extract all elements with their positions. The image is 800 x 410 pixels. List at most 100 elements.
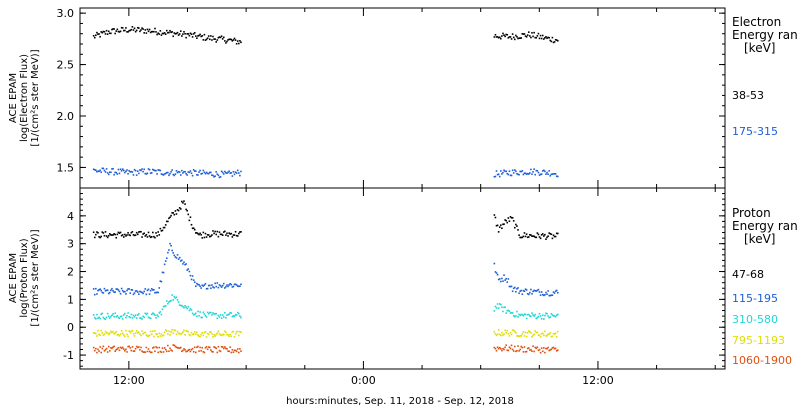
proton-data-point xyxy=(168,301,170,303)
proton-data-point xyxy=(154,236,156,239)
proton-data-point xyxy=(165,257,168,260)
proton-data-point xyxy=(148,317,151,319)
electron-data-point xyxy=(168,31,170,34)
proton-data-point xyxy=(545,347,547,350)
electron-data-point xyxy=(92,35,95,37)
proton-data-point xyxy=(192,333,195,335)
proton-data-point xyxy=(493,214,496,216)
proton-data-point xyxy=(163,347,166,349)
proton-data-point xyxy=(158,346,161,349)
proton-data-point xyxy=(154,350,156,353)
proton-data-point xyxy=(495,272,498,274)
proton-data-point xyxy=(172,212,175,214)
proton-data-point xyxy=(132,234,135,236)
proton-data-point xyxy=(513,226,516,229)
proton-data-point xyxy=(553,333,556,335)
proton-data-point xyxy=(105,235,108,237)
proton-data-point xyxy=(170,214,172,217)
proton-data-point xyxy=(538,236,541,238)
proton-data-point xyxy=(225,285,227,288)
proton-data-point xyxy=(176,209,179,211)
proton-data-point xyxy=(104,330,107,333)
proton-data-point xyxy=(178,304,181,307)
proton-data-point xyxy=(205,236,208,238)
proton-data-point xyxy=(215,233,218,236)
electron-data-point xyxy=(93,36,96,39)
proton-data-point xyxy=(129,316,132,319)
electron-data-point xyxy=(207,172,210,175)
electron-data-point xyxy=(171,31,173,33)
proton-data-point xyxy=(101,347,104,350)
proton-data-point xyxy=(160,333,163,335)
proton-data-point xyxy=(210,311,212,314)
proton-data-point xyxy=(99,317,101,320)
electron-data-point xyxy=(544,170,546,173)
proton-data-point xyxy=(201,237,204,239)
proton-data-point xyxy=(527,236,530,238)
proton-data-point xyxy=(513,315,516,318)
electron-data-point xyxy=(117,168,120,171)
proton-data-point xyxy=(193,346,196,349)
electron-data-point xyxy=(116,28,119,31)
electron-data-point xyxy=(157,32,159,35)
proton-data-point xyxy=(93,316,96,319)
proton-data-point xyxy=(120,315,123,318)
electron-plot-frame xyxy=(79,7,726,189)
proton-data-points xyxy=(92,200,559,354)
proton-data-point xyxy=(98,288,100,291)
proton-data-point xyxy=(520,289,523,292)
proton-data-point xyxy=(495,334,498,337)
electron-data-point xyxy=(519,37,521,39)
proton-data-point xyxy=(535,347,538,350)
electron-data-point xyxy=(511,169,514,172)
electron-data-point xyxy=(519,170,521,173)
proton-data-point xyxy=(510,311,513,314)
proton-data-point xyxy=(126,289,128,292)
electron-data-point xyxy=(111,168,113,170)
proton-data-point xyxy=(163,263,166,266)
proton-data-point xyxy=(149,317,152,320)
electron-data-point xyxy=(183,31,185,33)
proton-data-point xyxy=(226,284,228,286)
proton-data-point xyxy=(507,309,510,312)
proton-data-point xyxy=(109,317,111,319)
electron-data-point xyxy=(126,31,128,33)
proton-data-point xyxy=(537,233,540,236)
proton-data-point xyxy=(545,335,547,337)
electron-data-point xyxy=(102,167,105,170)
proton-data-point xyxy=(174,256,177,258)
electron-data-point xyxy=(109,171,111,173)
proton-data-point xyxy=(99,236,101,239)
proton-data-point xyxy=(171,328,173,331)
proton-data-point xyxy=(169,347,171,350)
proton-data-point xyxy=(517,287,519,289)
proton-data-point xyxy=(529,234,531,236)
electron-data-point xyxy=(221,171,224,174)
electron-data-point xyxy=(201,35,204,37)
proton-data-point xyxy=(208,284,211,287)
proton-data-point xyxy=(107,315,110,318)
electron-data-point xyxy=(117,30,120,33)
electron-data-point xyxy=(116,173,119,175)
proton-data-point xyxy=(493,346,496,349)
electron-data-point xyxy=(128,29,130,32)
proton-data-point xyxy=(545,291,547,294)
electron-data-point xyxy=(540,173,543,175)
proton-data-point xyxy=(219,314,222,316)
proton-data-point xyxy=(206,234,209,236)
electron-data-point xyxy=(177,170,180,173)
proton-data-point xyxy=(176,299,179,301)
proton-data-point xyxy=(156,234,158,237)
proton-data-point xyxy=(212,351,214,353)
proton-data-point xyxy=(503,306,505,309)
proton-data-point xyxy=(168,217,170,220)
electron-data-point xyxy=(513,169,516,171)
proton-data-point xyxy=(527,347,530,349)
proton-data-point xyxy=(540,332,543,335)
proton-data-point xyxy=(203,351,206,354)
proton-data-point xyxy=(157,315,159,318)
proton-data-point xyxy=(221,284,224,287)
electron-data-point xyxy=(214,175,216,177)
electron-data-point xyxy=(236,169,239,172)
electron-data-point xyxy=(501,35,503,37)
